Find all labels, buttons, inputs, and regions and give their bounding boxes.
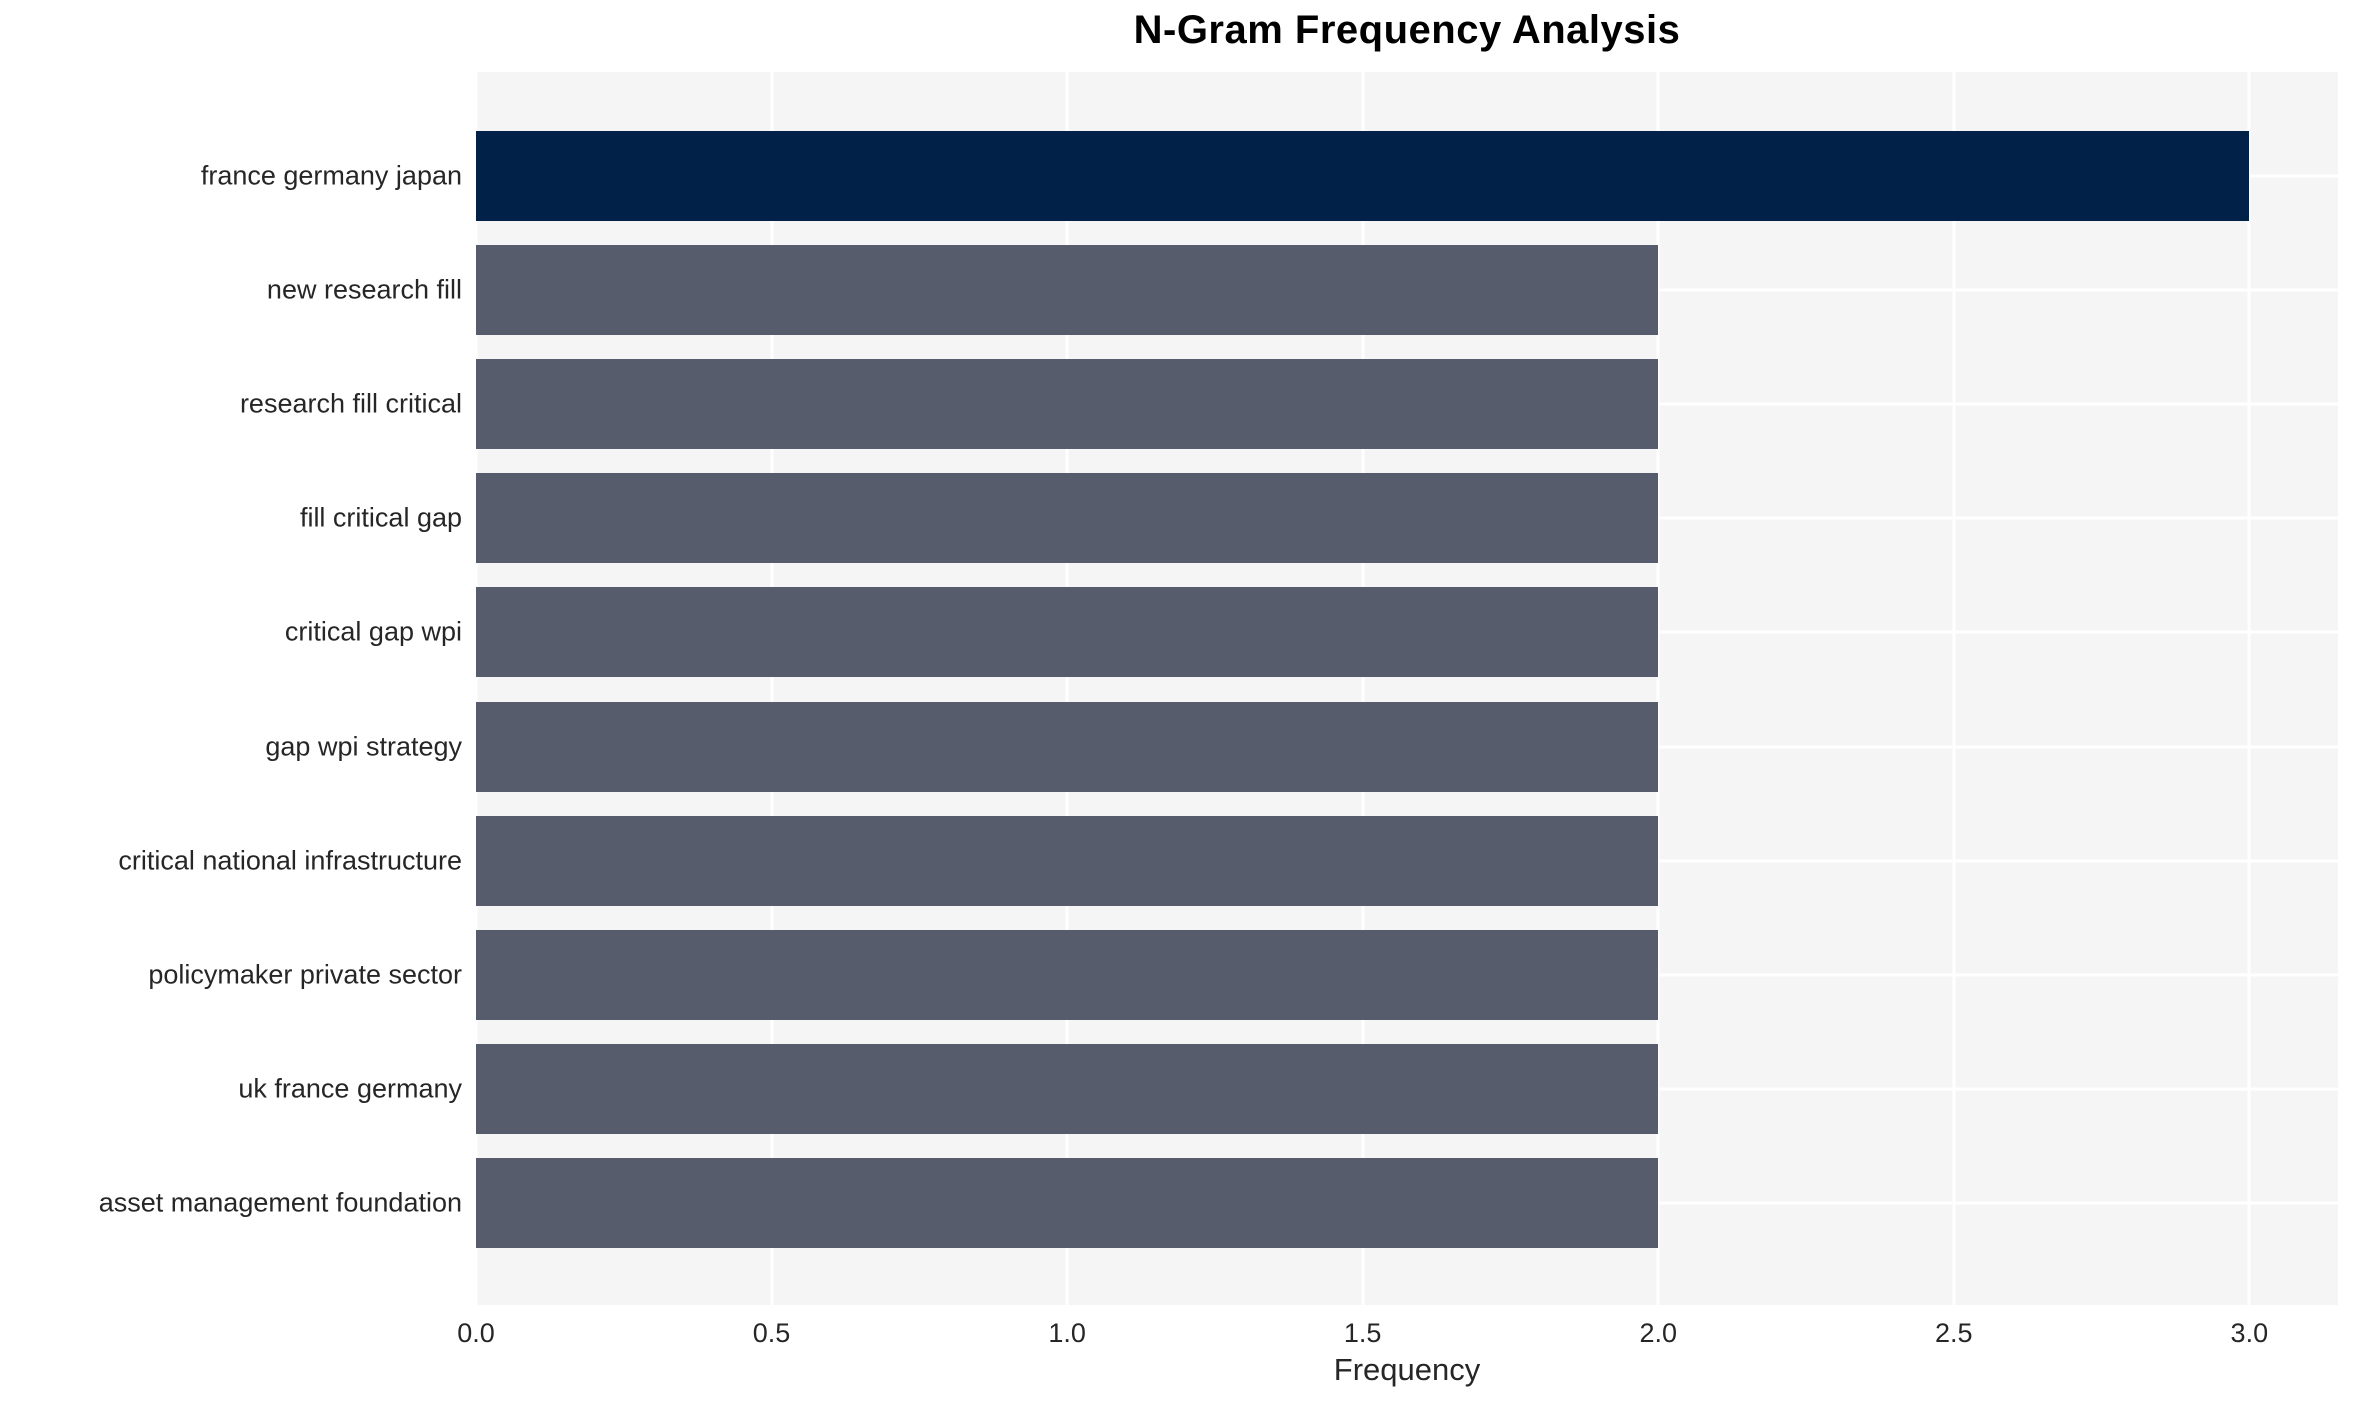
- x-tick-label: 0.0: [457, 1318, 495, 1348]
- x-tick-label: 2.5: [1934, 1318, 1973, 1348]
- bar-6: [476, 701, 1659, 792]
- bar-1: [476, 131, 2250, 221]
- x-tick-label: 2.0: [1639, 1318, 1677, 1348]
- x-tick-label: 3.0: [2230, 1318, 2269, 1348]
- plot-area: [474, 72, 2338, 1305]
- y-tick-label: new research fill: [266, 274, 462, 305]
- gridline-vertical: [474, 72, 478, 1305]
- x-axis-title: Frequency: [1333, 1352, 1481, 1387]
- y-tick-label: uk france germany: [238, 1073, 462, 1104]
- gridline-vertical: [1952, 72, 1956, 1305]
- bar-10: [476, 1157, 1659, 1248]
- gridline-vertical: [770, 72, 774, 1305]
- x-tick-label: 0.5: [752, 1318, 791, 1348]
- chart-title: N-Gram Frequency Analysis: [1133, 8, 1681, 52]
- y-tick-label: critical gap wpi: [284, 616, 462, 647]
- gridline-vertical: [1065, 72, 1069, 1305]
- bar-8: [476, 929, 1659, 1020]
- bar-9: [476, 1043, 1659, 1134]
- gridline-vertical: [1361, 72, 1365, 1305]
- x-tick-label: 1.5: [1343, 1318, 1382, 1348]
- bar-4: [476, 473, 1659, 564]
- y-tick-label: france germany japan: [200, 160, 462, 191]
- bar-5: [476, 587, 1659, 678]
- y-tick-label: policymaker private sector: [148, 959, 462, 990]
- x-tick-label: 1.0: [1048, 1318, 1086, 1348]
- y-tick-label: gap wpi strategy: [265, 731, 462, 761]
- y-tick-label: research fill critical: [239, 388, 462, 419]
- y-tick-label: critical national infrastructure: [118, 845, 462, 876]
- gridline-vertical: [2247, 72, 2251, 1305]
- bar-7: [476, 815, 1659, 906]
- bar-2: [476, 245, 1659, 336]
- y-tick-label: fill critical gap: [299, 502, 462, 533]
- gridline-vertical: [1656, 72, 1660, 1305]
- bar-3: [476, 359, 1659, 450]
- y-tick-label: asset management foundation: [98, 1187, 462, 1218]
